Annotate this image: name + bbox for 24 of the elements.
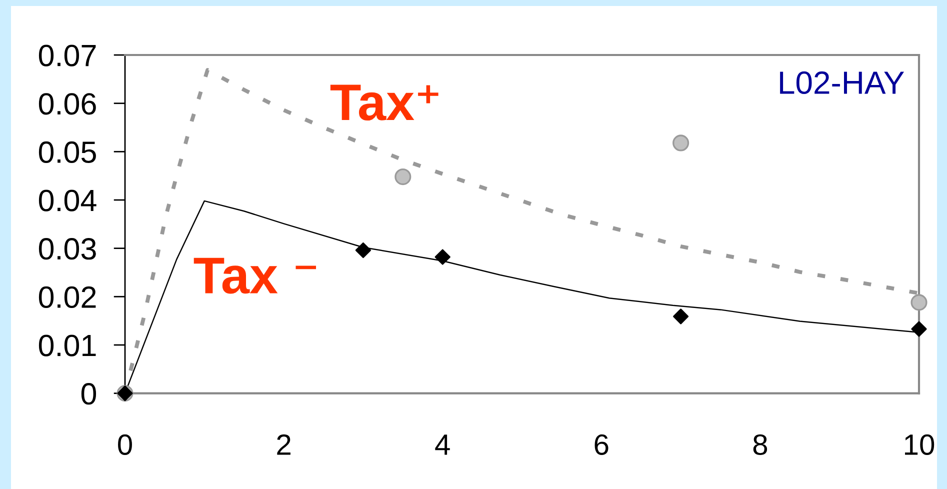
y-tick-label: 0.04 xyxy=(38,190,96,212)
x-tick-label: 10 xyxy=(905,434,934,455)
y-tick-label: 0.05 xyxy=(38,141,96,164)
point xyxy=(394,168,412,186)
series-label: Tax⁺ xyxy=(330,84,438,121)
point xyxy=(434,249,450,265)
y-tick-label: 0 xyxy=(81,383,96,405)
point xyxy=(673,308,689,324)
point xyxy=(910,294,928,311)
y-tick-label: 0.01 xyxy=(38,334,96,356)
point xyxy=(672,134,690,152)
point xyxy=(911,321,927,337)
chart-title: L02-HAY xyxy=(780,71,904,94)
x-tick-label: 0 xyxy=(118,434,132,455)
x-tick-label: 4 xyxy=(435,434,450,455)
x-tick-label: 8 xyxy=(753,434,768,455)
y-tick-label: 0.02 xyxy=(38,286,96,308)
x-tick-label: 2 xyxy=(277,434,290,455)
point xyxy=(355,242,371,258)
x-tick-label: 6 xyxy=(594,434,608,455)
y-tick-label: 0.03 xyxy=(38,238,96,260)
y-tick-label: 0.06 xyxy=(38,93,96,115)
y-tick-label: 0.07 xyxy=(38,44,96,66)
series-label: Tax ⁻ xyxy=(194,258,316,294)
